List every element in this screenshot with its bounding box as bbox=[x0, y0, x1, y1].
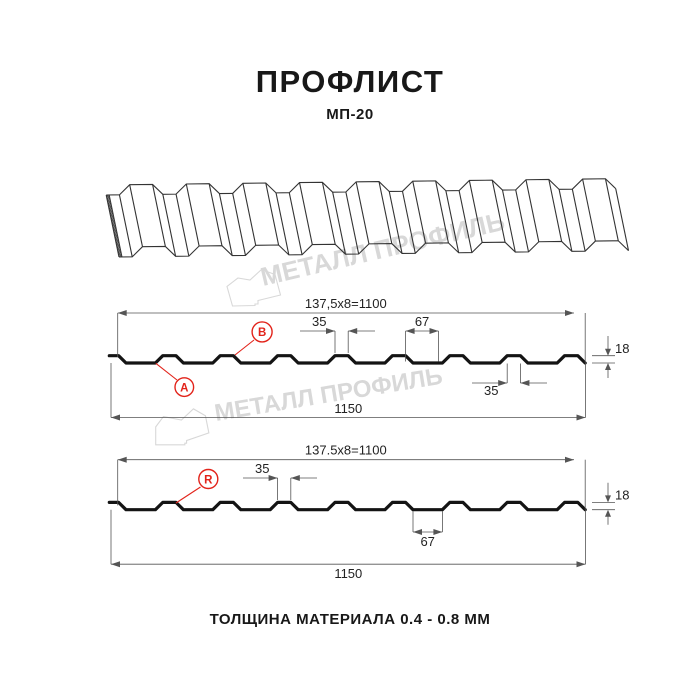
svg-text:67: 67 bbox=[415, 314, 429, 329]
svg-text:137,5x8=1100: 137,5x8=1100 bbox=[305, 296, 387, 311]
svg-text:1150: 1150 bbox=[334, 566, 362, 581]
svg-text:1150: 1150 bbox=[334, 401, 362, 416]
svg-text:35: 35 bbox=[484, 383, 498, 398]
svg-text:R: R bbox=[204, 474, 213, 486]
svg-text:B: B bbox=[258, 327, 266, 339]
svg-text:137.5x8=1100: 137.5x8=1100 bbox=[305, 443, 387, 458]
svg-text:18: 18 bbox=[615, 341, 629, 356]
svg-text:A: A bbox=[180, 382, 188, 394]
svg-text:35: 35 bbox=[312, 314, 326, 329]
svg-text:67: 67 bbox=[420, 534, 434, 549]
svg-text:35: 35 bbox=[255, 461, 269, 476]
svg-text:18: 18 bbox=[615, 488, 629, 503]
